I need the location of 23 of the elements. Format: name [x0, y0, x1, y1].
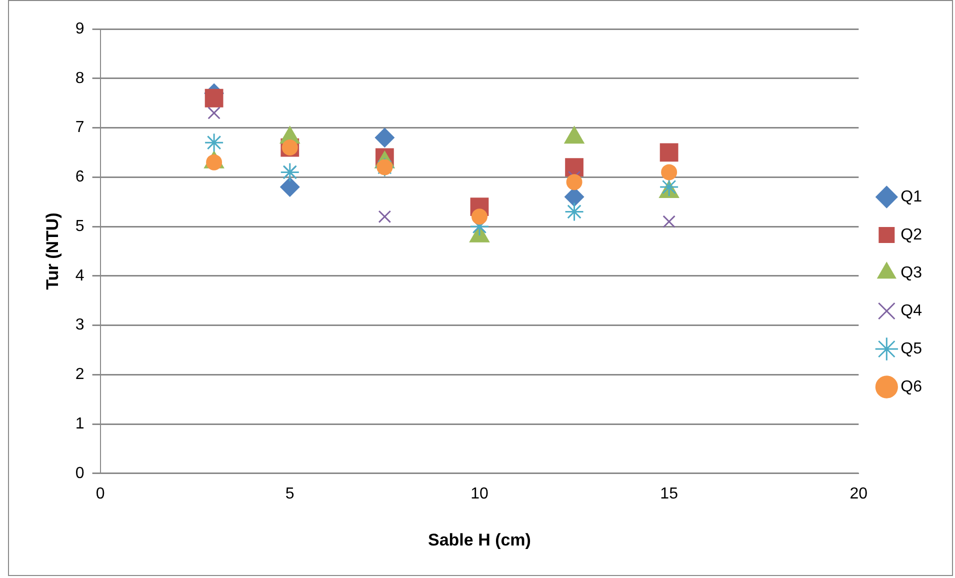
legend-label: Q3 [900, 264, 922, 282]
y-axis-title: Tur (NTU) [42, 212, 62, 290]
y-tick-label: 6 [75, 168, 84, 186]
x-tick-label: 5 [285, 485, 294, 502]
x-axis-title: Sable H (cm) [428, 530, 531, 550]
legend-label: Q1 [900, 188, 922, 206]
y-tick-label: 7 [75, 119, 84, 136]
legend-label: Q4 [900, 302, 922, 320]
y-tick-label: 5 [75, 218, 84, 235]
y-tick-label: 0 [75, 464, 84, 482]
y-tick-label: 2 [75, 366, 84, 384]
y-tick-label: 9 [75, 20, 84, 38]
x-tick-label: 15 [660, 485, 678, 502]
x-tick-label: 10 [470, 485, 488, 502]
x-tick-label: 0 [96, 485, 105, 502]
legend-label: Q5 [900, 340, 922, 358]
y-tick-label: 1 [75, 415, 84, 432]
y-tick-label: 4 [75, 267, 84, 284]
legend-label: Q6 [900, 378, 922, 396]
legend-label: Q2 [900, 226, 922, 244]
y-tick-label: 3 [75, 316, 84, 334]
y-tick-label: 8 [75, 70, 84, 87]
x-tick-label: 20 [850, 485, 868, 502]
